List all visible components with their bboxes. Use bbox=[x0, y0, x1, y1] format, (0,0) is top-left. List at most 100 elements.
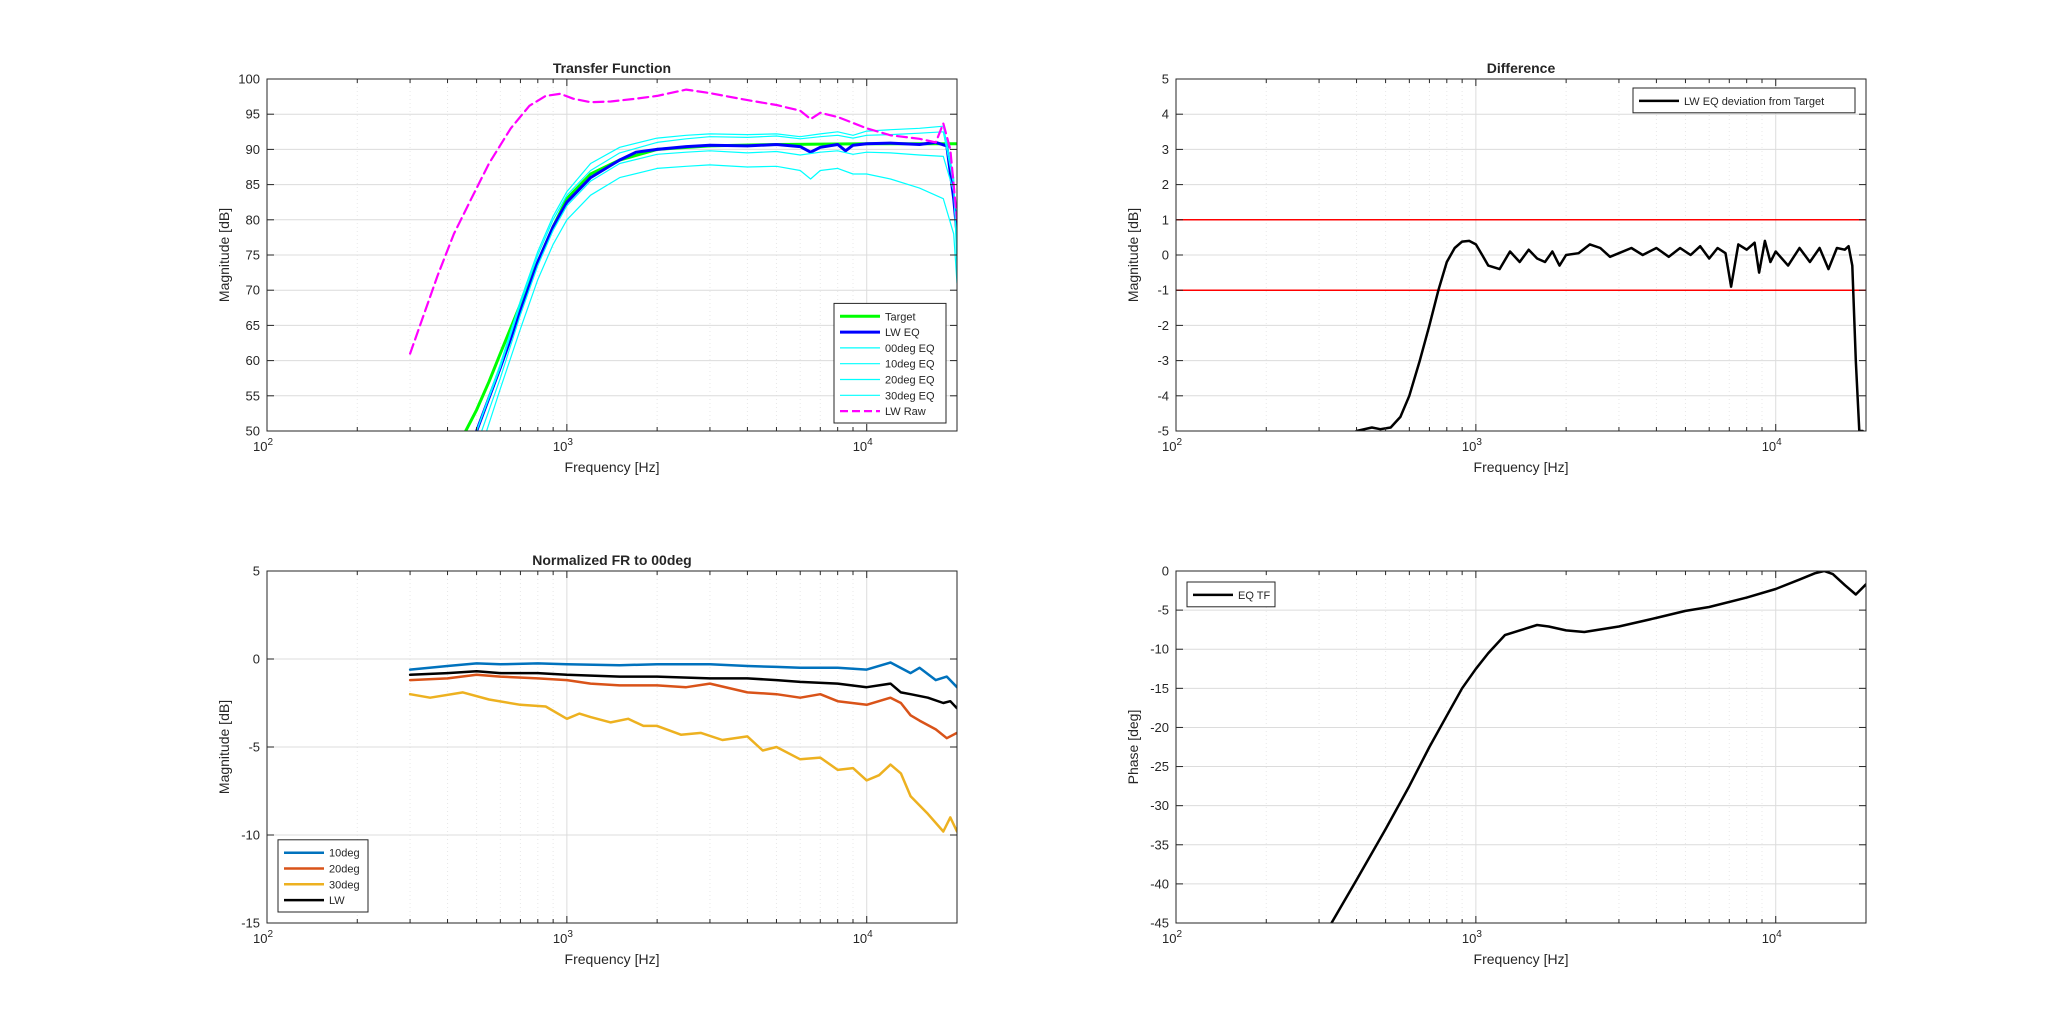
series-line-20deg-eq bbox=[481, 150, 957, 431]
y-tick-label: 3 bbox=[1162, 142, 1169, 157]
legend-entry: 10deg EQ bbox=[885, 359, 935, 371]
y-tick-label: 5 bbox=[253, 564, 260, 579]
y-tick-label: 50 bbox=[246, 424, 260, 439]
series-line-00deg-eq bbox=[476, 131, 957, 431]
x-tick-label: 104 bbox=[1762, 929, 1782, 946]
series-line-30deg bbox=[408, 691, 957, 833]
chart-title: Difference bbox=[1487, 60, 1556, 76]
chart-norm: 102 103 104 -15 -10 -5 0 5 Normalized FR to 00de… bbox=[216, 552, 958, 967]
y-tick-label: 75 bbox=[246, 248, 260, 263]
y-tick-label: -15 bbox=[1150, 681, 1169, 696]
legend-entry: 30deg bbox=[329, 879, 360, 891]
y-ticks: -45 -40 -35 -30 -25 -20 -15 -10 -5 0 bbox=[1150, 564, 1866, 931]
legend-entry: 00deg EQ bbox=[885, 343, 935, 355]
x-tick-label: 104 bbox=[853, 437, 873, 454]
legend: 10deg 20deg 30deg LW bbox=[277, 839, 369, 913]
y-tick-label: -15 bbox=[241, 916, 260, 931]
y-tick-label: 80 bbox=[246, 212, 260, 227]
y-axis-label: Magnitude [dB] bbox=[1125, 208, 1141, 302]
legend-entry: 20deg bbox=[329, 864, 360, 876]
y-tick-label: -4 bbox=[1157, 388, 1169, 403]
y-tick-label: 85 bbox=[246, 177, 260, 192]
axes-box bbox=[1175, 570, 1867, 924]
series-line-lw-eq-deviation-from-target bbox=[1355, 239, 1864, 431]
chart-title: Transfer Function bbox=[553, 60, 671, 76]
x-tick-label: 103 bbox=[553, 929, 573, 946]
chart-title: Normalized FR to 00deg bbox=[532, 552, 691, 568]
y-tick-label: 95 bbox=[246, 107, 260, 122]
legend-entry: LW Raw bbox=[885, 406, 926, 418]
series-line-30deg-eq bbox=[486, 164, 957, 431]
series-line-lw bbox=[408, 670, 957, 710]
legend-entry: EQ TF bbox=[1238, 590, 1270, 602]
y-tick-label: 1 bbox=[1162, 212, 1169, 227]
x-ticks: 102 103 104 bbox=[1162, 79, 1867, 454]
x-tick-label: 103 bbox=[1462, 437, 1482, 454]
grid bbox=[1175, 78, 1867, 432]
series-line-lw-raw bbox=[409, 88, 957, 355]
x-tick-label: 102 bbox=[1162, 929, 1182, 946]
x-axis-label: Frequency [Hz] bbox=[565, 951, 660, 967]
x-tick-label: 102 bbox=[253, 929, 273, 946]
series-group bbox=[1330, 571, 1866, 923]
chart-phase: 102 103 104 -45 -40 -35 -30 -25 -20 -15 -10 -5 0 Freq… bbox=[1125, 564, 1867, 967]
y-tick-label: 60 bbox=[246, 353, 260, 368]
y-tick-label: 55 bbox=[246, 388, 260, 403]
y-ticks: -5 -4 -3 -2 -1 0 1 2 3 4 5 bbox=[1157, 72, 1866, 439]
x-tick-label: 103 bbox=[1462, 929, 1482, 946]
y-tick-label: -5 bbox=[248, 740, 260, 755]
y-tick-label: -25 bbox=[1150, 759, 1169, 774]
legend-entry: 10deg bbox=[329, 848, 360, 860]
legend: Target LW EQ 00deg EQ 10deg EQ 20deg EQ 30deg… bbox=[833, 302, 947, 424]
y-tick-label: -5 bbox=[1157, 424, 1169, 439]
y-axis-label: Magnitude [dB] bbox=[216, 208, 232, 302]
y-ticks: 50 55 60 65 70 75 80 85 90 95 100 bbox=[238, 72, 957, 439]
x-ticks: 102 103 104 bbox=[1162, 571, 1867, 946]
series-group bbox=[408, 661, 957, 833]
legend-entry: LW bbox=[329, 895, 345, 907]
y-tick-label: -20 bbox=[1150, 720, 1169, 735]
chart-tf: 102 103 104 50 55 60 65 70 75 80 85 90 95 100 Transfer… bbox=[216, 60, 958, 475]
x-tick-label: 104 bbox=[1762, 437, 1782, 454]
axes-layer: 102 103 10450556065707580859095100Transfer… bbox=[216, 60, 1867, 967]
legend: LW EQ deviation from Target bbox=[1632, 87, 1856, 114]
y-tick-label: -30 bbox=[1150, 798, 1169, 813]
y-axis-label: Magnitude [dB] bbox=[216, 700, 232, 794]
y-tick-label: -1 bbox=[1157, 283, 1169, 298]
y-ticks: -15 -10 -5 0 5 bbox=[241, 564, 957, 931]
chart-diff: 102 103 104 -5 -4 -3 -2 -1 0 1 2 3 4 5 Difference Frequ… bbox=[1125, 60, 1867, 475]
legend-entry: 20deg EQ bbox=[885, 375, 935, 387]
legend: EQ TF bbox=[1186, 581, 1276, 608]
x-tick-label: 102 bbox=[253, 437, 273, 454]
y-tick-label: 70 bbox=[246, 283, 260, 298]
y-tick-label: -2 bbox=[1157, 318, 1169, 333]
series-group bbox=[1355, 239, 1864, 431]
x-tick-label: 102 bbox=[1162, 437, 1182, 454]
y-tick-label: 0 bbox=[1162, 248, 1169, 263]
series-line-10deg bbox=[408, 661, 957, 689]
legend-entry: LW EQ deviation from Target bbox=[1684, 96, 1824, 108]
y-tick-label: 2 bbox=[1162, 177, 1169, 192]
y-tick-label: -40 bbox=[1150, 876, 1169, 891]
y-tick-label: -45 bbox=[1150, 916, 1169, 931]
y-tick-label: 4 bbox=[1162, 107, 1169, 122]
series-group bbox=[409, 88, 957, 431]
x-tick-label: 104 bbox=[853, 929, 873, 946]
series-line-lw-eq bbox=[475, 140, 957, 431]
x-axis-label: Frequency [Hz] bbox=[1474, 951, 1569, 967]
y-tick-label: -10 bbox=[241, 828, 260, 843]
legend-entry: 30deg EQ bbox=[885, 390, 935, 402]
y-tick-label: 5 bbox=[1162, 72, 1169, 87]
y-tick-label: -5 bbox=[1157, 603, 1169, 618]
legend-entry: LW EQ bbox=[885, 327, 920, 339]
series-line-eq-tf bbox=[1330, 571, 1866, 923]
x-ticks: 102 103 104 bbox=[253, 79, 958, 454]
series-line-10deg-eq bbox=[476, 125, 957, 431]
y-tick-label: 100 bbox=[238, 72, 260, 87]
x-axis-label: Frequency [Hz] bbox=[1474, 459, 1569, 475]
y-tick-label: 90 bbox=[246, 142, 260, 157]
x-ticks: 102 103 104 bbox=[253, 571, 958, 946]
legend-entry: Target bbox=[885, 311, 916, 323]
series-line-20deg bbox=[408, 673, 957, 740]
